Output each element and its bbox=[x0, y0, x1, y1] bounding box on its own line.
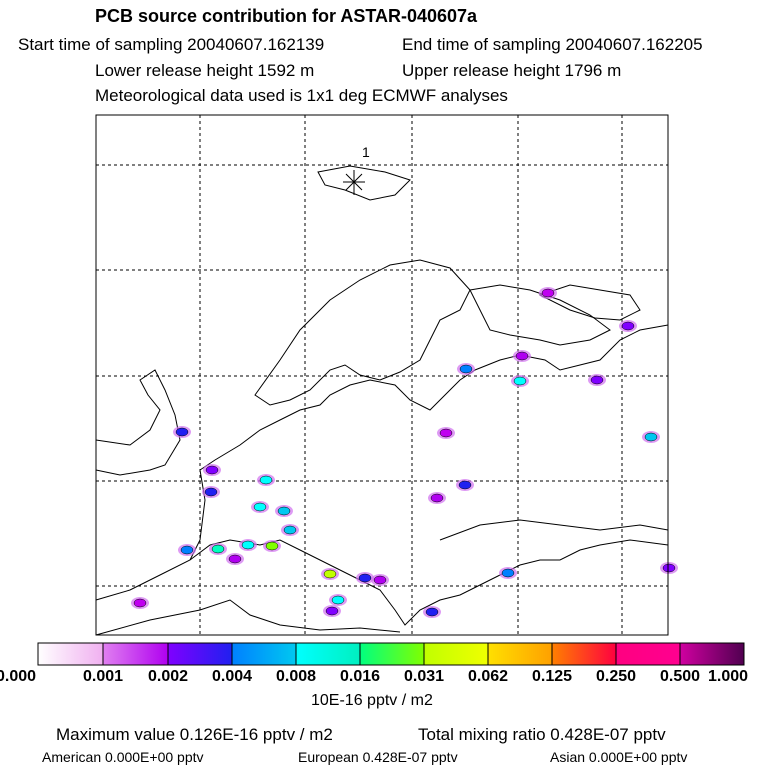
end-time: End time of sampling 20040607.162205 bbox=[402, 35, 703, 54]
concentration-spot bbox=[373, 575, 387, 585]
coastlines bbox=[95, 165, 669, 636]
colorbar-tick-label: 0.001 bbox=[82, 668, 124, 685]
european-contribution: European 0.428E-07 pptv bbox=[298, 749, 458, 765]
concentration-spot bbox=[325, 606, 339, 616]
colorbar-tick-label: 0.016 bbox=[339, 668, 381, 685]
concentration-spot bbox=[515, 351, 529, 361]
colorbar-segment bbox=[167, 642, 233, 666]
colorbar-tick-label: 1.000 bbox=[707, 668, 749, 685]
colorbar-tick-label: 0.062 bbox=[467, 668, 509, 685]
colorbar-segment bbox=[423, 642, 489, 666]
max-value: Maximum value 0.126E-16 pptv / m2 bbox=[56, 725, 333, 744]
colorbar-tick-label: 0.002 bbox=[147, 668, 189, 685]
concentration-spot bbox=[425, 607, 439, 617]
start-time: Start time of sampling 20040607.162139 bbox=[18, 35, 325, 54]
colorbar-segment bbox=[231, 642, 297, 666]
concentration-spot bbox=[331, 595, 345, 605]
concentration-spot bbox=[358, 573, 372, 583]
concentration-spot bbox=[283, 525, 297, 535]
colorbar-segment bbox=[37, 642, 104, 666]
concentration-spot bbox=[590, 375, 604, 385]
concentration-spot bbox=[228, 554, 242, 564]
concentration-spot bbox=[241, 540, 255, 550]
colorbar-tick-label: 0.004 bbox=[211, 668, 253, 685]
concentration-spot bbox=[439, 428, 453, 438]
concentration-spot bbox=[211, 544, 225, 554]
colorbar bbox=[37, 642, 745, 666]
colorbar-tick-label: 0.031 bbox=[403, 668, 445, 685]
concentration-spot bbox=[662, 563, 676, 573]
american-contribution: American 0.000E+00 pptv bbox=[42, 749, 204, 765]
colorbar-segment bbox=[487, 642, 553, 666]
concentration-spot bbox=[323, 569, 337, 579]
concentration-field bbox=[131, 287, 678, 618]
colorbar-segment bbox=[359, 642, 425, 666]
concentration-spot bbox=[204, 487, 218, 497]
concentration-spot bbox=[175, 427, 189, 437]
concentration-spot bbox=[205, 465, 219, 475]
concentration-spot bbox=[644, 432, 658, 442]
colorbar-tick-label: 0.008 bbox=[275, 668, 317, 685]
concentration-spot bbox=[253, 502, 267, 512]
map-frame bbox=[95, 114, 669, 636]
total-mixing-ratio: Total mixing ratio 0.428E-07 pptv bbox=[418, 725, 666, 744]
colorbar-tick-label: 0.125 bbox=[531, 668, 573, 685]
concentration-spot bbox=[621, 321, 635, 331]
concentration-spot bbox=[541, 288, 555, 298]
concentration-spot bbox=[458, 480, 472, 490]
colorbar-segment bbox=[615, 642, 681, 666]
map-title: PCB source contribution for ASTAR-040607… bbox=[95, 6, 478, 26]
concentration-spot bbox=[459, 364, 473, 374]
release-site-marker bbox=[343, 170, 365, 195]
concentration-spot bbox=[277, 506, 291, 516]
colorbar-segment bbox=[551, 642, 617, 666]
concentration-spot bbox=[430, 493, 444, 503]
concentration-spot bbox=[133, 598, 147, 608]
concentration-spot bbox=[513, 376, 527, 386]
lower-height: Lower release height 1592 m bbox=[95, 61, 315, 80]
colorbar-segment bbox=[679, 642, 745, 666]
asian-contribution: Asian 0.000E+00 pptv bbox=[550, 749, 688, 765]
concentration-spot bbox=[265, 541, 279, 551]
met-data: Meteorological data used is 1x1 deg ECMW… bbox=[95, 86, 508, 105]
marker-label: 1 bbox=[362, 144, 370, 160]
concentration-spot bbox=[259, 475, 273, 485]
concentration-spot bbox=[501, 568, 515, 578]
colorbar-tick-label: 0.000 bbox=[0, 668, 37, 685]
colorbar-tick-label: 0.500 bbox=[659, 668, 701, 685]
colorbar-segment bbox=[102, 642, 169, 666]
colorbar-unit: 10E-16 pptv / m2 bbox=[311, 692, 433, 709]
colorbar-segment bbox=[295, 642, 361, 666]
lat-lon-grid bbox=[96, 115, 668, 635]
colorbar-tick-label: 0.250 bbox=[595, 668, 637, 685]
upper-height: Upper release height 1796 m bbox=[402, 61, 622, 80]
concentration-spot bbox=[180, 545, 194, 555]
